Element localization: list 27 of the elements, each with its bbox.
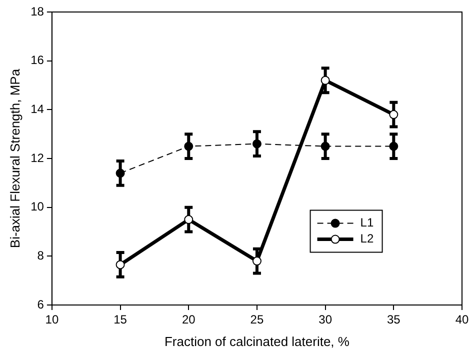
y-axis-title: Bi-axial Flexural Strength, MPa	[7, 68, 22, 248]
point	[320, 76, 330, 85]
y-tick-label: 14	[30, 102, 44, 116]
x-axis-title: Fraction of calcinated laterite, %	[164, 334, 350, 349]
y-tick-label: 12	[30, 150, 44, 165]
point	[252, 256, 262, 266]
point	[184, 215, 194, 224]
point	[184, 142, 194, 151]
x-tick-label: 25	[250, 312, 264, 327]
point	[320, 142, 330, 151]
point	[252, 139, 262, 148]
x-tick-label: 30	[318, 312, 332, 327]
y-tick-label: 6	[37, 297, 44, 312]
y-tick-label: 10	[30, 200, 44, 214]
x-tick-label: 20	[182, 312, 196, 327]
legend-label: L1	[360, 216, 374, 230]
point	[389, 142, 398, 151]
x-tick-label: 40	[455, 312, 469, 327]
x-tick-label: 35	[386, 312, 401, 327]
legend-label: L2	[360, 232, 374, 246]
x-tick-label: 15	[114, 312, 128, 327]
y-tick-label: 18	[30, 4, 44, 18]
point	[389, 110, 398, 120]
point	[116, 260, 125, 270]
point	[116, 168, 125, 178]
y-tick-label: 8	[37, 248, 44, 262]
y-tick-label: 16	[30, 53, 44, 68]
